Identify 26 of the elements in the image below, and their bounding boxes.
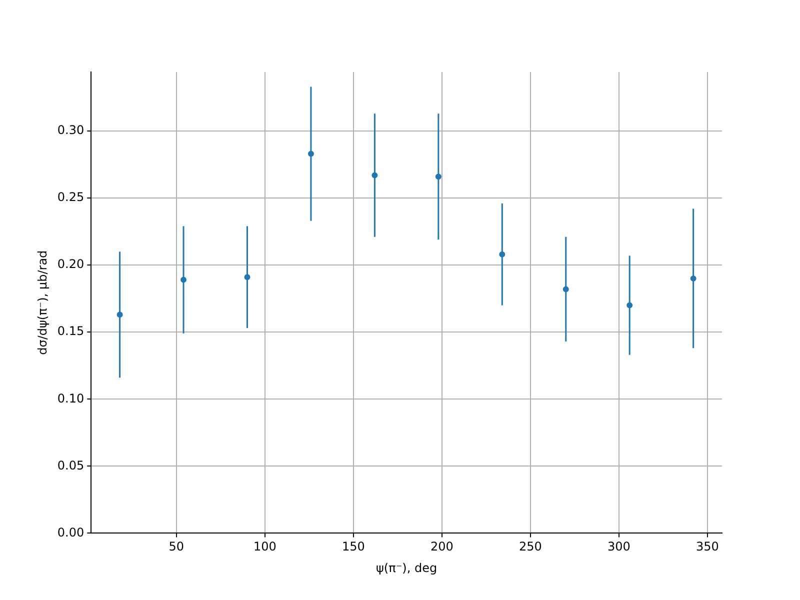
x-tick-label: 300 xyxy=(608,540,630,554)
x-tick-label: 100 xyxy=(253,540,276,554)
point xyxy=(626,302,633,308)
x-tick-label: 50 xyxy=(168,540,184,554)
y-tick-label: 0.10 xyxy=(57,391,84,406)
point xyxy=(372,172,378,178)
point xyxy=(435,174,442,180)
point xyxy=(308,150,314,157)
point xyxy=(690,275,696,282)
y-tick-label: 0.20 xyxy=(57,257,84,272)
point xyxy=(499,251,506,258)
point xyxy=(116,312,123,318)
x-tick-label: 150 xyxy=(342,540,365,554)
point xyxy=(244,274,250,280)
y-axis-title: dσ/dψ(π⁻), μb/rad xyxy=(35,250,50,355)
x-tick-label: 200 xyxy=(430,540,454,554)
x-tick-label: 250 xyxy=(519,540,542,554)
y-tick-label: 0.05 xyxy=(57,458,84,472)
point xyxy=(562,286,569,292)
y-tick-label: 0.25 xyxy=(57,190,84,204)
y-tick-label: 0.15 xyxy=(57,324,84,338)
x-axis-title: ψ(π⁻), deg xyxy=(376,560,438,575)
y-tick-label: 0.00 xyxy=(57,525,84,540)
y-tick-label: 0.30 xyxy=(57,123,84,138)
point xyxy=(180,276,187,283)
x-tick-label: 350 xyxy=(696,540,719,554)
